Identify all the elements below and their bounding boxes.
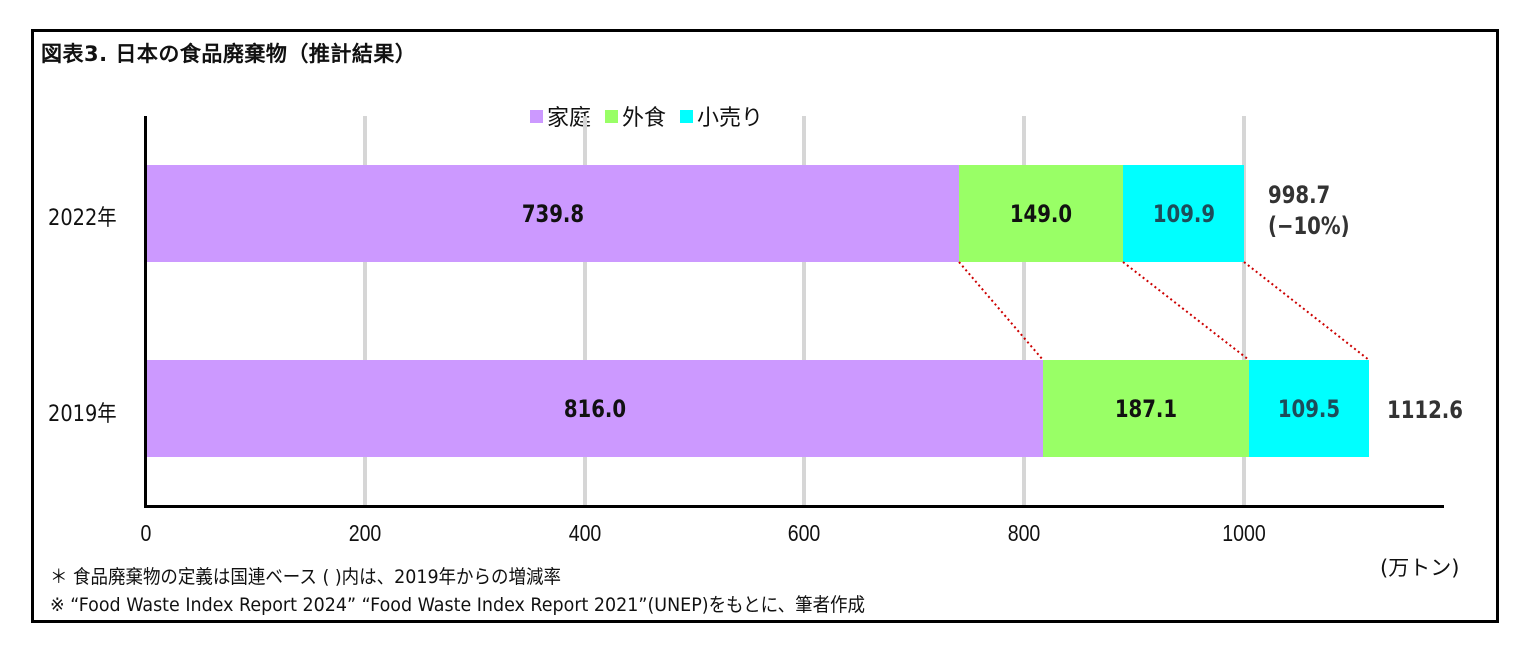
gridline-1000 (1242, 116, 1246, 506)
x-tick-200: 200 (348, 520, 382, 546)
footnote-source: ※ “Food Waste Index Report 2024” “Food W… (50, 594, 866, 616)
bar-2022-foodservice: 149.0 (959, 165, 1123, 262)
total-value: 1112.6 (1387, 396, 1463, 424)
bar-2019-household: 816.0 (147, 360, 1043, 457)
unit-label: (万トン) (1380, 556, 1460, 580)
gridline-200 (363, 116, 367, 506)
bar-2022-household: 739.8 (147, 165, 959, 262)
legend-item-foodservice: 外食 (605, 100, 666, 132)
legend-label: 外食 (622, 106, 667, 131)
total-value: 998.7 (1268, 181, 1331, 209)
x-tick-0: 0 (140, 520, 152, 546)
x-axis (144, 505, 1444, 508)
chart-title: 図表3. 日本の食品廃棄物（推計結果） (41, 42, 417, 66)
bar-2019-retail: 109.5 (1249, 360, 1369, 457)
x-tick-600: 600 (787, 520, 821, 546)
bar-value: 109.9 (1152, 199, 1215, 228)
category-label-2022: 2022年 (48, 206, 117, 231)
legend-swatch-household-icon (530, 109, 543, 123)
bar-value: 739.8 (521, 199, 585, 228)
legend-swatch-retail-icon (680, 109, 694, 123)
total-2022: 998.7 (−10%) (1268, 180, 1368, 242)
gridline-600 (802, 116, 806, 506)
legend-item-retail: 小売り (680, 100, 763, 132)
bar-value: 109.5 (1277, 394, 1341, 423)
x-tick-1000: 1000 (1222, 520, 1266, 546)
bar-value: 149.0 (1009, 199, 1073, 228)
total-2019: 1112.6 (1387, 395, 1480, 426)
change-rate: (−10%) (1268, 212, 1350, 240)
x-tick-800: 800 (1007, 520, 1041, 546)
gridline-800 (1022, 116, 1026, 506)
bar-2022-retail: 109.9 (1123, 165, 1244, 262)
x-tick-400: 400 (568, 520, 602, 546)
legend-label: 小売り (697, 106, 764, 131)
chart-frame (31, 29, 1499, 623)
y-axis (144, 116, 147, 508)
bar-value: 187.1 (1114, 394, 1178, 423)
legend-swatch-foodservice-icon (605, 109, 619, 123)
bar-value: 816.0 (563, 394, 627, 423)
chart-legend: 家庭 外食 小売り (530, 100, 777, 132)
bar-2019-foodservice: 187.1 (1043, 360, 1249, 457)
gridline-400 (583, 116, 587, 506)
footnote-definition: ＊ 食品廃棄物の定義は国連ベース ( )内は、2019年からの増減率 (50, 566, 561, 588)
category-label-2019: 2019年 (48, 402, 117, 427)
